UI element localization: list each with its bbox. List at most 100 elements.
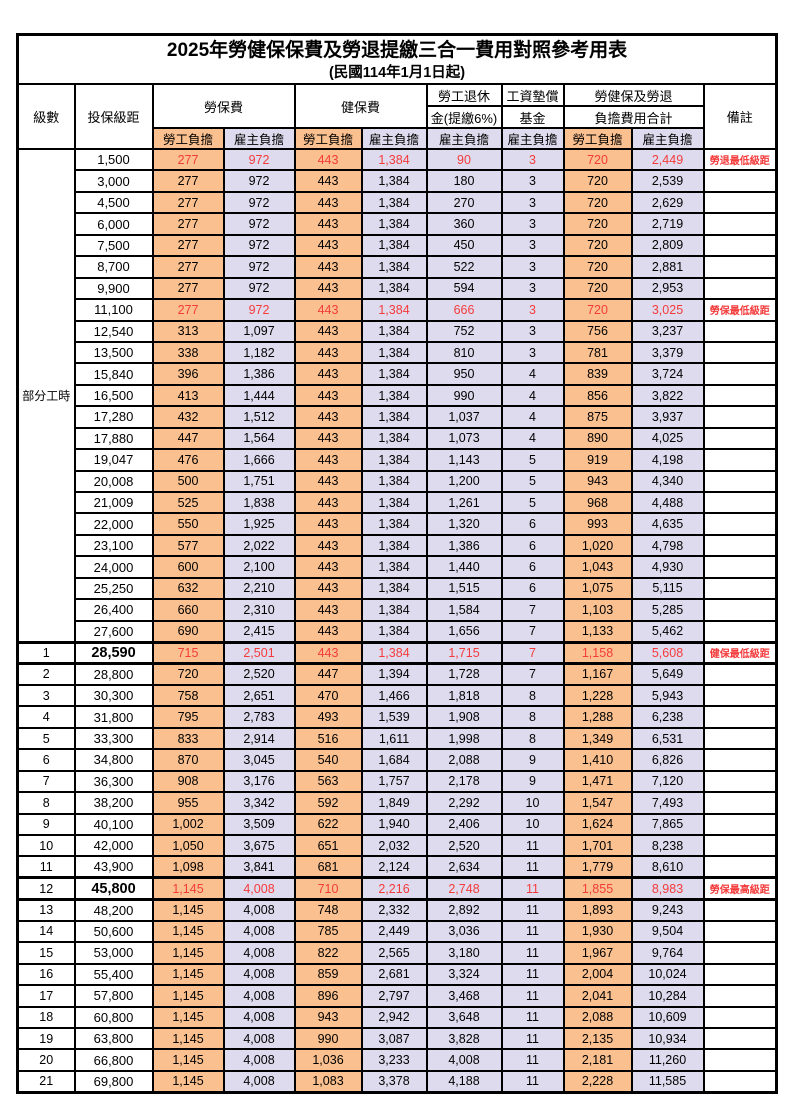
pension-employer-cell: 1,037 xyxy=(425,405,503,429)
remark-cell xyxy=(702,1069,778,1094)
table-row: 19 63,800 1,145 4,008 990 3,087 3,828 11 2,135 10… xyxy=(16,1026,778,1051)
salary-cell: 7,500 xyxy=(73,233,154,258)
health-ins-employee-cell: 447 xyxy=(293,662,363,686)
col-header-total-line2: 負擔費用合計 xyxy=(562,105,705,129)
total-employee-cell: 720 xyxy=(562,147,633,172)
wage-fund-employer-cell: 11 xyxy=(500,1069,565,1094)
total-employer-cell: 9,764 xyxy=(630,941,705,965)
health-ins-employee-cell: 896 xyxy=(293,984,363,1008)
table-row: 8,700 277 972 443 1,384 522 3 720 2,881 xyxy=(18,255,778,279)
health-ins-employer-cell: 1,384 xyxy=(360,598,428,622)
pension-employer-cell: 4,008 xyxy=(425,1048,503,1072)
labor-ins-employer-cell: 2,310 xyxy=(222,598,296,622)
health-ins-employer-cell: 1,384 xyxy=(360,362,428,386)
health-ins-employee-cell: 943 xyxy=(293,1005,363,1029)
wage-fund-employer-cell: 7 xyxy=(500,598,565,622)
total-employee-cell: 968 xyxy=(562,490,633,515)
salary-cell: 66,800 xyxy=(73,1048,154,1072)
labor-ins-employer-cell: 4,008 xyxy=(222,1048,296,1072)
total-employer-cell: 5,608 xyxy=(630,640,705,666)
level-cell: 9 xyxy=(16,812,76,837)
remark-cell xyxy=(702,962,778,987)
wage-fund-employer-cell: 8 xyxy=(500,683,565,708)
pension-employer-cell: 594 xyxy=(425,276,503,301)
labor-ins-employer-cell: 1,751 xyxy=(222,469,296,494)
labor-ins-employee-cell: 1,145 xyxy=(151,876,225,901)
remark-cell: 勞退最低級距 xyxy=(702,147,778,172)
table-row: 27,600 690 2,415 443 1,384 1,656 7 1,133 5,462 xyxy=(18,619,778,644)
labor-ins-employer-cell: 2,520 xyxy=(222,662,296,686)
wage-fund-employer-cell: 6 xyxy=(500,533,565,558)
health-ins-employer-cell: 3,233 xyxy=(360,1048,428,1072)
remark-cell xyxy=(702,362,778,386)
remark-cell xyxy=(702,1005,778,1029)
labor-ins-employer-cell: 1,512 xyxy=(222,405,296,429)
remark-cell xyxy=(702,512,778,536)
remark-cell xyxy=(702,212,778,236)
labor-ins-employee-cell: 550 xyxy=(151,512,225,536)
total-employer-cell: 3,724 xyxy=(630,362,705,386)
labor-ins-employee-cell: 396 xyxy=(151,362,225,386)
total-employee-cell: 1,075 xyxy=(562,576,633,601)
total-employer-cell: 10,609 xyxy=(630,1005,705,1029)
salary-cell: 28,590 xyxy=(73,640,154,666)
health-ins-employer-cell: 1,384 xyxy=(360,319,428,343)
table-row: 6 34,800 870 3,045 540 1,684 2,088 9 1,410 6,826 xyxy=(16,748,778,772)
total-employee-cell: 2,088 xyxy=(562,1005,633,1029)
table-row: 15 53,000 1,145 4,008 822 2,565 3,180 11 1,967 9,… xyxy=(16,941,778,965)
remark-cell xyxy=(702,533,778,558)
level-cell: 15 xyxy=(16,941,76,965)
wage-fund-employer-cell: 4 xyxy=(500,362,565,386)
total-employee-cell: 1,967 xyxy=(562,941,633,965)
total-employer-cell: 2,809 xyxy=(630,233,705,258)
remark-cell xyxy=(702,383,778,408)
total-employee-cell: 1,288 xyxy=(562,705,633,729)
wage-fund-employer-cell: 3 xyxy=(500,233,565,258)
pension-employer-cell: 1,261 xyxy=(425,490,503,515)
remark-cell xyxy=(702,898,778,922)
health-ins-employee-cell: 563 xyxy=(293,769,363,794)
table-row: 10 42,000 1,050 3,675 651 2,032 2,520 11 1,701 8,… xyxy=(16,833,778,858)
pension-employer-cell: 990 xyxy=(425,383,503,408)
labor-ins-employee-cell: 833 xyxy=(151,726,225,751)
labor-ins-employer-cell: 4,008 xyxy=(222,919,296,944)
labor-ins-employee-cell: 277 xyxy=(151,212,225,236)
subheader-total-employer: 雇主負擔 xyxy=(630,127,705,150)
table-row: 13 48,200 1,145 4,008 748 2,332 2,892 11 1,893 9,… xyxy=(16,898,778,922)
salary-cell: 36,300 xyxy=(73,769,154,794)
table-row: 17 57,800 1,145 4,008 896 2,797 3,468 11 2,041 10… xyxy=(16,984,778,1008)
total-employer-cell: 9,504 xyxy=(630,919,705,944)
health-ins-employee-cell: 443 xyxy=(293,598,363,622)
health-ins-employer-cell: 1,384 xyxy=(360,490,428,515)
pension-employer-cell: 3,324 xyxy=(425,962,503,987)
page-subtitle: (民國114年1月1日起) xyxy=(328,64,466,81)
wage-fund-employer-cell: 11 xyxy=(500,1026,565,1051)
health-ins-employer-cell: 1,539 xyxy=(360,705,428,729)
total-employer-cell: 11,585 xyxy=(630,1069,705,1094)
remark-cell xyxy=(702,619,778,644)
remark-cell xyxy=(702,469,778,494)
wage-fund-employer-cell: 4 xyxy=(500,426,565,451)
reference-table-sheet: 2025年勞健保保費及勞退提繳三合一費用對照參考用表 (民國114年1月1日起)… xyxy=(16,33,779,1094)
health-ins-employee-cell: 443 xyxy=(293,448,363,472)
labor-ins-employee-cell: 413 xyxy=(151,383,225,408)
health-ins-employee-cell: 785 xyxy=(293,919,363,944)
table-row: 18 60,800 1,145 4,008 943 2,942 3,648 11 2,088 10… xyxy=(16,1005,778,1029)
total-employee-cell: 756 xyxy=(562,319,633,343)
pension-employer-cell: 3,828 xyxy=(425,1026,503,1051)
table-row: 23,100 577 2,022 443 1,384 1,386 6 1,020 4,798 xyxy=(18,533,778,558)
total-employee-cell: 1,020 xyxy=(562,533,633,558)
salary-cell: 6,000 xyxy=(73,212,154,236)
table-row: 21 69,800 1,145 4,008 1,083 3,378 4,188 11 2,228… xyxy=(16,1069,778,1094)
col-header-health-insurance: 健保費 xyxy=(293,83,428,129)
salary-cell: 48,200 xyxy=(73,898,154,922)
labor-ins-employee-cell: 908 xyxy=(151,769,225,794)
total-employer-cell: 6,826 xyxy=(630,748,705,772)
total-employee-cell: 720 xyxy=(562,255,633,279)
total-employer-cell: 7,493 xyxy=(630,791,705,815)
col-header-remark: 備註 xyxy=(702,83,778,150)
health-ins-employee-cell: 443 xyxy=(293,255,363,279)
labor-ins-employee-cell: 715 xyxy=(151,640,225,666)
pension-employer-cell: 2,406 xyxy=(425,812,503,837)
labor-ins-employee-cell: 720 xyxy=(151,662,225,686)
